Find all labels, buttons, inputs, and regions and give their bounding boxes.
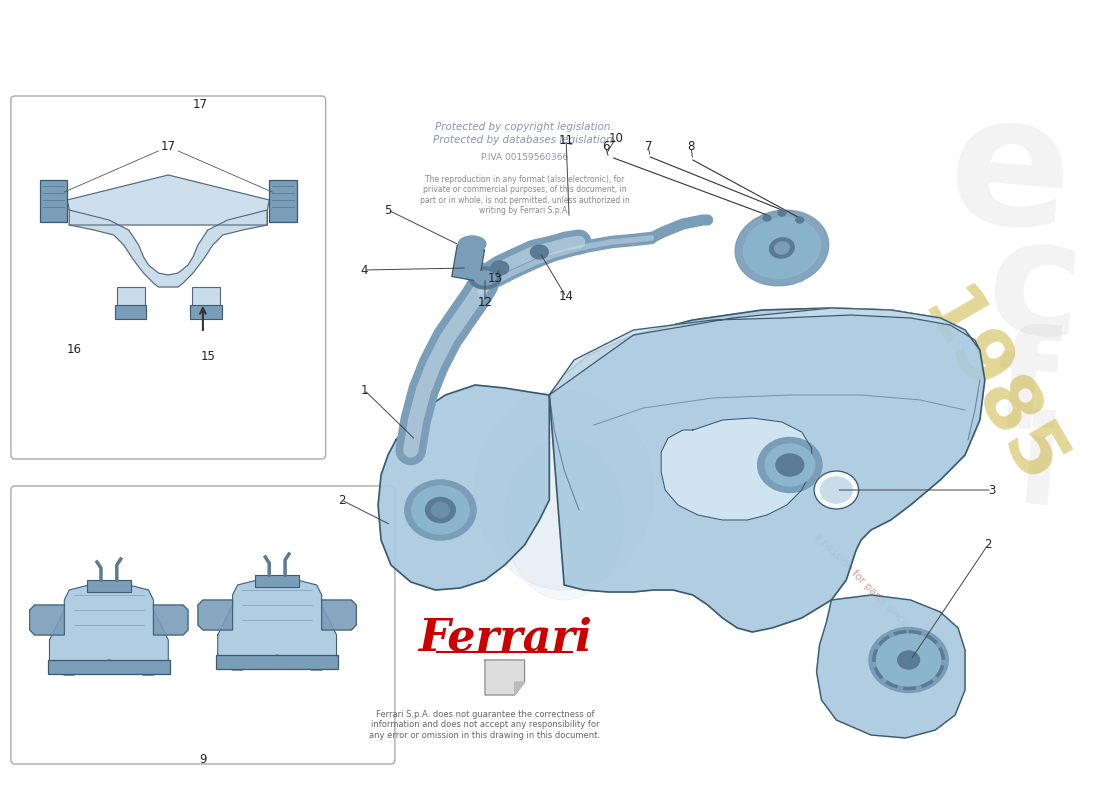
- Polygon shape: [153, 605, 188, 635]
- Polygon shape: [515, 682, 525, 695]
- Polygon shape: [485, 660, 525, 695]
- Polygon shape: [198, 600, 232, 630]
- Polygon shape: [50, 585, 168, 675]
- Text: i: i: [1013, 408, 1066, 532]
- Ellipse shape: [877, 634, 940, 686]
- Ellipse shape: [426, 498, 455, 522]
- Text: 14: 14: [559, 290, 573, 303]
- Text: Ferrari S.p.A. does not guarantee the correctness of
information and does not ac: Ferrari S.p.A. does not guarantee the co…: [370, 710, 601, 740]
- Ellipse shape: [763, 215, 771, 221]
- Text: Ferrari: Ferrari: [574, 489, 579, 490]
- Bar: [40, 180, 67, 222]
- Text: 13: 13: [487, 271, 503, 285]
- Bar: [270, 180, 297, 222]
- Ellipse shape: [459, 236, 486, 252]
- Ellipse shape: [469, 267, 500, 289]
- Text: 1985: 1985: [904, 279, 1075, 501]
- FancyBboxPatch shape: [11, 96, 326, 459]
- Bar: [192, 287, 220, 307]
- Text: Protected by databases legislation.: Protected by databases legislation.: [433, 135, 616, 145]
- Polygon shape: [218, 580, 337, 670]
- Ellipse shape: [758, 438, 822, 493]
- Text: 7: 7: [645, 141, 652, 154]
- Text: 2: 2: [338, 494, 345, 506]
- Text: Protected by copyright legislation.: Protected by copyright legislation.: [436, 122, 614, 132]
- Text: 10: 10: [608, 131, 623, 145]
- Ellipse shape: [491, 261, 508, 275]
- Polygon shape: [816, 595, 965, 738]
- Text: 17: 17: [161, 141, 176, 154]
- Ellipse shape: [869, 627, 948, 693]
- Ellipse shape: [530, 245, 548, 259]
- Text: 4: 4: [361, 263, 368, 277]
- Text: 11: 11: [559, 134, 573, 146]
- Ellipse shape: [405, 480, 476, 540]
- Text: Ferrari: Ferrari: [418, 617, 592, 659]
- Ellipse shape: [735, 210, 828, 286]
- Polygon shape: [69, 210, 267, 287]
- Text: c: c: [980, 209, 1088, 371]
- Text: e: e: [940, 82, 1078, 268]
- Text: a passion for parts since: a passion for parts since: [812, 531, 910, 629]
- Bar: [190, 305, 222, 319]
- Polygon shape: [549, 308, 980, 395]
- Text: 12: 12: [477, 295, 493, 309]
- Ellipse shape: [795, 217, 804, 223]
- Text: 1: 1: [361, 383, 368, 397]
- Ellipse shape: [766, 444, 815, 486]
- Polygon shape: [549, 308, 984, 632]
- Polygon shape: [321, 600, 356, 630]
- Text: 9: 9: [199, 753, 207, 766]
- Ellipse shape: [814, 471, 859, 509]
- Polygon shape: [67, 175, 270, 225]
- Polygon shape: [30, 605, 64, 635]
- Text: 15: 15: [200, 350, 216, 363]
- Ellipse shape: [505, 440, 624, 600]
- Text: 2: 2: [984, 538, 991, 551]
- Ellipse shape: [431, 502, 450, 518]
- Polygon shape: [378, 385, 549, 590]
- Ellipse shape: [475, 390, 653, 590]
- FancyBboxPatch shape: [11, 486, 395, 764]
- Ellipse shape: [776, 454, 804, 476]
- Text: 8: 8: [688, 141, 694, 154]
- Bar: [216, 655, 339, 669]
- Ellipse shape: [821, 477, 852, 503]
- Text: P.IVA 00159560366: P.IVA 00159560366: [481, 153, 569, 162]
- Text: f: f: [989, 320, 1060, 460]
- Ellipse shape: [474, 271, 496, 285]
- Ellipse shape: [898, 651, 920, 669]
- Text: 16: 16: [67, 343, 81, 356]
- Ellipse shape: [774, 242, 790, 254]
- Bar: [255, 575, 299, 587]
- Text: 17: 17: [192, 98, 208, 111]
- Text: 3: 3: [988, 483, 996, 497]
- Polygon shape: [661, 418, 812, 520]
- Ellipse shape: [744, 218, 821, 278]
- Bar: [452, 245, 485, 282]
- Ellipse shape: [770, 238, 794, 258]
- Ellipse shape: [411, 486, 469, 534]
- Bar: [47, 660, 170, 674]
- Ellipse shape: [778, 210, 785, 216]
- Bar: [117, 287, 144, 307]
- Text: The reproduction in any format (also electronic), for
private or commercial purp: The reproduction in any format (also ele…: [420, 175, 629, 215]
- Bar: [114, 305, 146, 319]
- Bar: [87, 580, 131, 592]
- Text: 5: 5: [384, 203, 392, 217]
- Text: 6: 6: [602, 141, 609, 154]
